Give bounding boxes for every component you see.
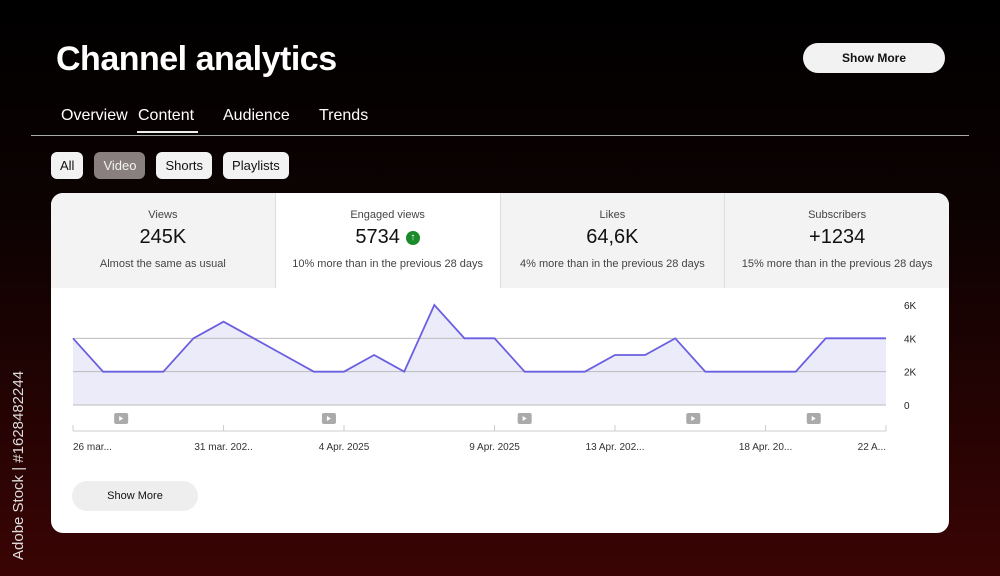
stat-value: 5734 — [355, 226, 400, 248]
play-icon — [119, 416, 124, 421]
tab-audience[interactable]: Audience — [223, 107, 290, 124]
stat-sub: Almost the same as usual — [99, 258, 226, 270]
y-tick-label: 0 — [904, 401, 910, 412]
chart-area — [73, 305, 886, 405]
y-tick-label: 6K — [904, 301, 917, 312]
page-title: Channel analytics — [56, 40, 337, 78]
stat-sub: 15% more than in the previous 28 days — [741, 258, 933, 270]
chip-shorts[interactable]: Shorts — [156, 152, 213, 179]
watermark-text: Adobe Stock | #1628482244 — [10, 370, 27, 560]
x-tick-label: 22 A... — [858, 442, 886, 453]
play-icon — [522, 416, 527, 421]
x-tick-label: 31 mar. 202.. — [194, 442, 252, 453]
play-icon — [691, 416, 696, 421]
stat-subscribers[interactable]: Subscribers +1234 15% more than in the p… — [725, 193, 949, 288]
stat-label: Subscribers — [808, 209, 867, 221]
up-arrow-icon: ↑ — [405, 230, 420, 245]
chip-video[interactable]: Video — [94, 152, 146, 179]
filter-chips: All Video Shorts Playlists — [51, 152, 289, 179]
x-tick-label: 9 Apr. 2025 — [469, 442, 520, 453]
chip-all[interactable]: All — [51, 152, 84, 179]
y-tick-label: 4K — [904, 334, 917, 345]
x-tick-label: 4 Apr. 2025 — [319, 442, 370, 453]
analytics-card: Views 245K Almost the same as usual Enga… — [51, 193, 949, 533]
stat-label: Views — [148, 209, 178, 221]
tab-content[interactable]: Content — [136, 107, 199, 133]
tab-trends[interactable]: Trends — [319, 107, 369, 124]
x-tick-label: 18 Apr. 20... — [739, 442, 792, 453]
stat-value: 245K — [139, 226, 187, 248]
stat-sub: 4% more than in the previous 28 days — [520, 258, 705, 270]
stat-views[interactable]: Views 245K Almost the same as usual — [51, 193, 276, 288]
play-icon — [811, 416, 816, 421]
tab-divider — [31, 135, 969, 136]
stat-label: Engaged views — [350, 209, 425, 221]
play-icon — [326, 416, 331, 421]
stat-label: Likes — [599, 209, 626, 221]
stat-likes[interactable]: Likes 64,6K 4% more than in the previous… — [500, 193, 726, 288]
tab-overview[interactable]: Overview — [61, 107, 128, 124]
show-more-chart-button[interactable]: Show More — [72, 481, 198, 511]
stat-engaged-views[interactable]: Engaged views 5734 ↑ 10% more than in the… — [275, 193, 501, 288]
x-tick-label: 13 Apr. 202... — [586, 442, 645, 453]
stat-sub: 10% more than in the previous 28 days — [292, 258, 484, 270]
y-tick-label: 2K — [904, 368, 917, 379]
x-tick-label: 26 mar... — [73, 442, 112, 453]
show-more-button[interactable]: Show More — [803, 43, 945, 73]
views-chart: 6K 4K 2K 0 26 mar... 31 mar. 202.. 4 Apr. 2025… — [72, 301, 917, 453]
stat-value: +1234 — [809, 226, 866, 248]
stat-value: 64,6K — [586, 226, 639, 248]
series-line — [72, 303, 886, 373]
chip-playlists[interactable]: Playlists — [223, 152, 289, 179]
